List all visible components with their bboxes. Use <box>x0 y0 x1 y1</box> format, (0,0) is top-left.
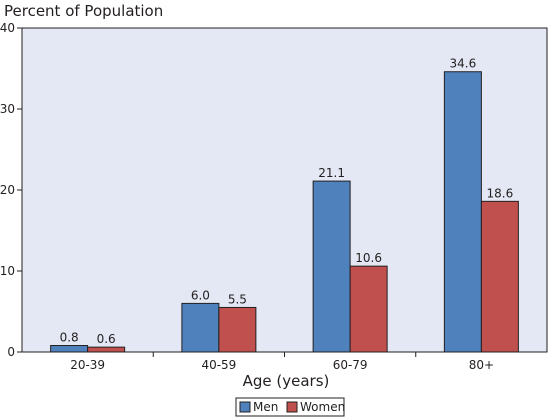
y-tick-label: 10 <box>0 264 15 278</box>
legend-label-women: Women <box>300 400 345 414</box>
data-label: 21.1 <box>318 166 345 180</box>
data-label: 0.6 <box>97 332 116 346</box>
data-label: 6.0 <box>191 288 210 302</box>
x-axis-label: Age (years) <box>243 372 330 390</box>
data-label: 34.6 <box>450 57 477 71</box>
x-tick-label: 40-59 <box>201 358 236 372</box>
data-label: 18.6 <box>487 186 514 200</box>
bar-women-80+ <box>480 200 519 353</box>
x-axis: 20-39 40-59 60-79 80+ <box>70 352 494 372</box>
bar-women-40-59 <box>218 306 257 353</box>
bar-men-80+ <box>443 71 482 353</box>
y-tick-label: 30 <box>0 102 15 116</box>
legend-swatch-women <box>286 401 298 413</box>
x-tick-label: 60-79 <box>333 358 368 372</box>
legend-swatch-men <box>239 401 251 413</box>
bars <box>50 71 519 353</box>
legend: Men Women <box>235 397 345 417</box>
data-labels: 0.8 0.6 6.0 5.5 21.1 10.6 34.6 18.6 <box>60 57 514 346</box>
bar-women-20-39 <box>87 346 126 353</box>
bar-men-60-79 <box>312 180 351 353</box>
bar-men-20-39 <box>50 345 89 353</box>
x-tick-label: 80+ <box>469 358 494 372</box>
y-tick-label: 20 <box>0 183 15 197</box>
bar-men-40-59 <box>181 302 220 353</box>
bar-women-60-79 <box>349 265 388 353</box>
y-tick-label: 0 <box>7 345 15 359</box>
y-axis: 0 10 20 30 40 <box>0 21 22 359</box>
data-label: 5.5 <box>228 292 247 306</box>
x-tick-label: 20-39 <box>70 358 105 372</box>
y-tick-label: 40 <box>0 21 15 35</box>
data-label: 10.6 <box>355 251 382 265</box>
data-label: 0.8 <box>60 331 79 345</box>
chart-title: Percent of Population <box>4 2 163 20</box>
legend-label-men: Men <box>253 400 278 414</box>
